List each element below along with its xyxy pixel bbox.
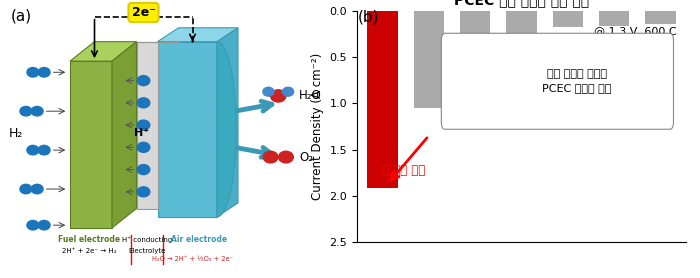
Polygon shape [112,42,136,228]
Polygon shape [70,42,136,61]
Text: H⁺: H⁺ [134,128,149,138]
Circle shape [20,184,32,194]
Circle shape [38,145,50,155]
Y-axis label: Current Density (A cm⁻²): Current Density (A cm⁻²) [311,53,324,200]
Polygon shape [136,42,158,208]
Text: Air electrode: Air electrode [172,235,228,244]
Bar [645,11,675,24]
Circle shape [137,187,150,197]
Text: (a): (a) [10,8,32,23]
Polygon shape [158,42,217,217]
Polygon shape [70,61,112,228]
Circle shape [282,87,294,96]
Circle shape [137,120,150,130]
Circle shape [137,142,150,152]
Text: H⁺ conducting: H⁺ conducting [122,236,172,243]
Text: 본 연구 결과: 본 연구 결과 [382,164,426,177]
Text: Fuel electrode: Fuel electrode [58,235,120,244]
Circle shape [32,184,43,194]
Circle shape [27,220,39,230]
Circle shape [137,76,150,86]
FancyBboxPatch shape [441,33,673,129]
Bar [553,11,583,27]
Text: (b): (b) [358,9,379,24]
Bar [506,11,537,50]
Circle shape [38,220,50,230]
Circle shape [137,165,150,175]
Text: O₂: O₂ [300,151,314,163]
Circle shape [27,68,39,77]
Polygon shape [158,28,238,42]
Bar [414,11,444,108]
Circle shape [279,151,293,163]
Circle shape [38,68,50,77]
Circle shape [262,87,274,96]
Circle shape [137,98,150,108]
Text: H₂O → 2H⁺ + ½O₂ + 2e⁻: H₂O → 2H⁺ + ½O₂ + 2e⁻ [152,256,233,262]
Bar [368,11,398,188]
Circle shape [27,145,39,155]
Bar [460,11,490,80]
Text: H₂: H₂ [8,127,23,140]
Text: 최근 문헌에 보고된
PCEC 수전해 성능: 최근 문헌에 보고된 PCEC 수전해 성능 [542,69,612,93]
Circle shape [32,106,43,116]
Text: 2H⁺ + 2e⁻ → H₂: 2H⁺ + 2e⁻ → H₂ [62,248,117,254]
Text: Electrolyte: Electrolyte [128,248,166,254]
Text: @ 1.3 V, 600 C: @ 1.3 V, 600 C [594,26,677,36]
Polygon shape [217,28,238,217]
Polygon shape [217,42,236,217]
Text: H₂O: H₂O [300,90,322,102]
Circle shape [263,151,278,163]
Bar [599,11,629,26]
Text: 2e⁻: 2e⁻ [132,6,155,19]
Title: PCEC 기반 수전해 성능 비교: PCEC 기반 수전해 성능 비교 [454,0,589,7]
Circle shape [20,106,32,116]
Circle shape [270,90,286,102]
